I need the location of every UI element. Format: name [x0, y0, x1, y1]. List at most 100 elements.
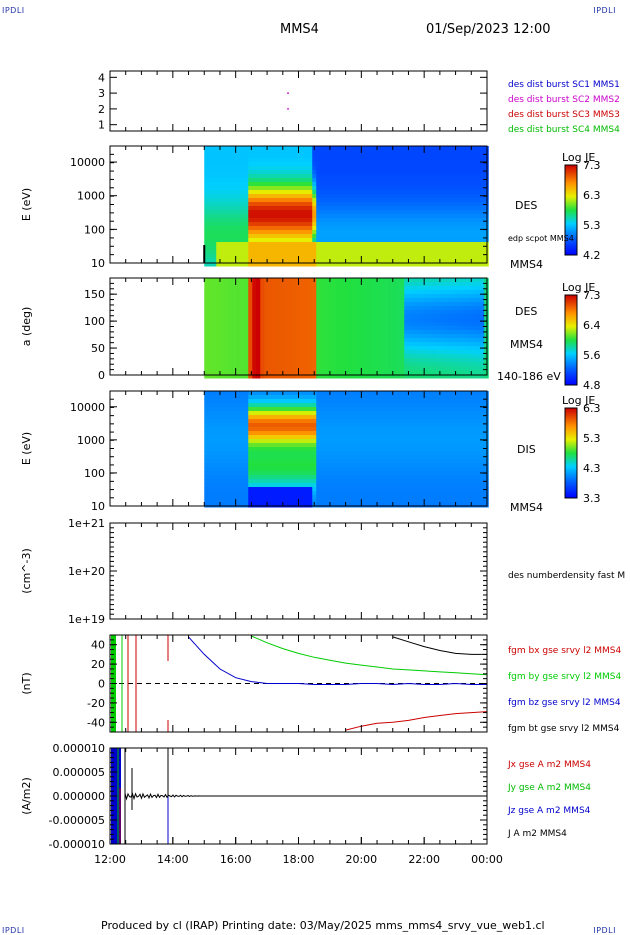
des-pitch-heatmap-cell [244, 302, 249, 307]
dis-energy-heatmap-cell [308, 503, 313, 508]
des-pitch-heatmap-cell [364, 310, 369, 315]
dis-energy-heatmap-cell [332, 439, 337, 444]
des-pitch-heatmap-cell [212, 338, 217, 343]
des-pitch-heatmap-cell [408, 310, 413, 315]
des-energy-heatmap-cell [332, 246, 337, 251]
des-pitch-heatmap-cell [224, 286, 229, 291]
des-energy-heatmap-cell [416, 202, 421, 207]
dis-energy-heatmap-cell [212, 411, 217, 416]
des-pitch-heatmap-cell [444, 342, 449, 347]
des-energy-heatmap-cell [220, 174, 225, 179]
des-pitch-heatmap-cell [248, 314, 253, 319]
des-pitch-heatmap-cell [380, 310, 385, 315]
des-pitch-heatmap-cell [224, 338, 229, 343]
des-energy-heatmap-cell [456, 246, 461, 251]
dis-energy-heatmap-cell [340, 451, 345, 456]
des-pitch-heatmap-cell [396, 338, 401, 343]
des-energy-heatmap-cell [436, 230, 441, 235]
des-pitch-heatmap-cell [276, 342, 281, 347]
des-energy-heatmap-cell [264, 218, 269, 223]
des-pitch-heatmap-cell [360, 354, 365, 359]
des-energy-heatmap-cell [468, 250, 473, 255]
des-pitch-heatmap-cell [328, 294, 333, 299]
des-energy-heatmap-cell [384, 182, 389, 187]
des-pitch-heatmap-cell [248, 362, 253, 367]
des-energy-heatmap-cell [268, 198, 273, 203]
des-energy-heatmap-cell [204, 162, 209, 167]
dis-energy-heatmap-cell [332, 447, 337, 452]
des-energy-heatmap-cell [216, 186, 221, 191]
dis-energy-heatmap-cell [340, 479, 345, 484]
des-energy-heatmap-cell [308, 234, 313, 239]
des-pitch-heatmap-cell [380, 366, 385, 371]
dis-energy-heatmap-cell [236, 495, 241, 500]
des-energy-heatmap-cell [460, 186, 465, 191]
des-pitch-heatmap-cell [220, 346, 225, 351]
des-energy-heatmap-cell [232, 242, 237, 247]
des-pitch-heatmap-cell [300, 322, 305, 327]
des-energy-heatmap-cell [264, 258, 269, 263]
des-energy-heatmap-cell [324, 226, 329, 231]
des-pitch-heatmap-cell [208, 358, 213, 363]
des-pitch-heatmap-cell [320, 374, 325, 379]
dis-energy-heatmap-cell [324, 431, 329, 436]
des-energy-heatmap-cell [264, 158, 269, 163]
des-pitch-heatmap-cell [400, 374, 405, 379]
des-pitch-heatmap-cell [416, 374, 421, 379]
des-energy-heatmap-cell [460, 254, 465, 259]
des-energy-heatmap-cell [468, 198, 473, 203]
des-energy-heatmap-cell [276, 182, 281, 187]
des-energy-heatmap-cell [444, 186, 449, 191]
des-energy-heatmap-cell [336, 166, 341, 171]
des-pitch-heatmap-cell [384, 350, 389, 355]
dis-energy-heatmap-cell [216, 391, 221, 396]
dis-energy-heatmap-cell [344, 471, 349, 476]
dis-energy-heatmap-cell [328, 419, 333, 424]
des-pitch-heatmap-cell [240, 314, 245, 319]
des-pitch-heatmap-cell [476, 370, 481, 375]
des-pitch-heatmap-cell [276, 362, 281, 367]
des-energy-heatmap-cell [204, 202, 209, 207]
des-energy-heatmap-cell [356, 198, 361, 203]
dis-energy-heatmap-cell [244, 415, 249, 420]
des-pitch-heatmap-cell [300, 362, 305, 367]
des-pitch-heatmap-cell [420, 310, 425, 315]
des-pitch-heatmap-cell [480, 298, 485, 303]
des-energy-heatmap-cell [224, 150, 229, 155]
des-pitch-heatmap-cell [368, 286, 373, 291]
des-energy-heatmap-cell [284, 230, 289, 235]
des-energy-heatmap-cell [328, 214, 333, 219]
des-energy-heatmap-cell [276, 254, 281, 259]
dis-energy-heatmap-cell [348, 455, 353, 460]
des-pitch-heatmap-cell [248, 366, 253, 371]
des-energy-heatmap-cell [256, 198, 261, 203]
des-energy-heatmap-cell [224, 242, 229, 247]
des-energy-heatmap-cell [344, 246, 349, 251]
dis-energy-heatmap-cell [288, 427, 293, 432]
dis-energy-heatmap-cell [308, 431, 313, 436]
des-energy-heatmap-cell [444, 190, 449, 195]
des-energy-heatmap-cell [328, 234, 333, 239]
des-pitch-heatmap-cell [208, 354, 213, 359]
dis-energy-heatmap-cell [224, 415, 229, 420]
des-energy-heatmap-cell [468, 242, 473, 247]
des-energy-heatmap-cell [308, 206, 313, 211]
des-pitch-heatmap-cell [392, 318, 397, 323]
des-energy-heatmap-cell [412, 186, 417, 191]
dis-energy-heatmap-cell [204, 487, 209, 492]
dis-energy-heatmap-cell [216, 427, 221, 432]
des-pitch-heatmap-cell [220, 290, 225, 295]
des-energy-heatmap-cell [256, 242, 261, 247]
des-energy-heatmap-cell [412, 150, 417, 155]
des-energy-heatmap-cell [240, 210, 245, 215]
des-energy-heatmap-cell [440, 202, 445, 207]
dis-energy-heatmap-cell [264, 415, 269, 420]
des-pitch-heatmap-cell [380, 362, 385, 367]
des-energy-heatmap-cell [424, 254, 429, 259]
des-energy-heatmap-cell [232, 194, 237, 199]
des-energy-heatmap-cell [252, 218, 257, 223]
des-energy-heatmap-cell [408, 210, 413, 215]
dis-energy-heatmap-cell [248, 487, 253, 492]
des-pitch-heatmap-cell [416, 334, 421, 339]
dis-energy-heatmap-cell [208, 483, 213, 488]
